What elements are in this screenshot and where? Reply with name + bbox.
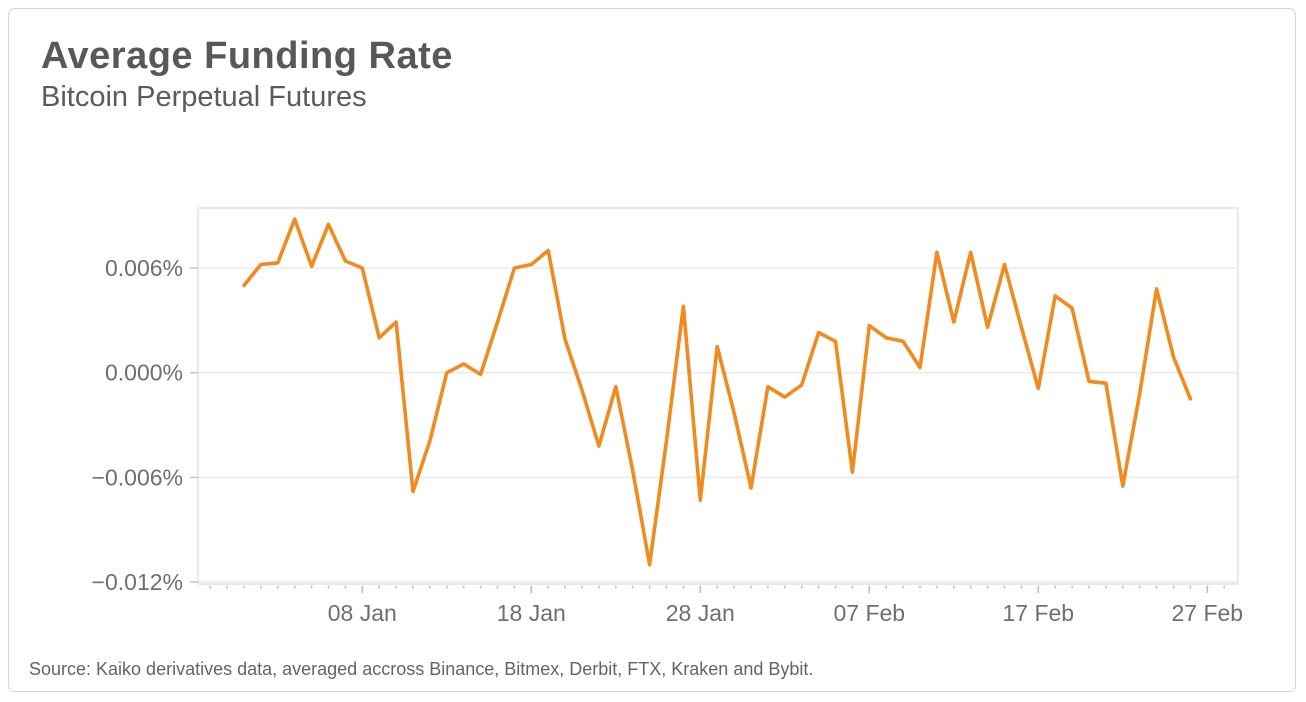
- axis-ticks: [190, 267, 1225, 593]
- x-axis-label: 18 Jan: [497, 600, 566, 626]
- chart-card: Average Funding Rate Bitcoin Perpetual F…: [8, 8, 1296, 692]
- y-axis-label: −0.012%: [92, 569, 183, 595]
- series-lines: [242, 217, 1193, 567]
- x-axis-label: 27 Feb: [1171, 600, 1243, 626]
- x-axis-label: 28 Jan: [666, 600, 735, 626]
- funding-rate-line: [242, 217, 1193, 567]
- source-note: Source: Kaiko derivatives data, averaged…: [29, 659, 814, 679]
- y-axis-label: 0.000%: [105, 360, 183, 386]
- funding-rate-chart: 0.006% 0.000% −0.006% −0.012% 08 Jan 18 Jan 28…: [92, 207, 1244, 626]
- plot-panel: [197, 207, 1239, 585]
- axis-labels: 0.006% 0.000% −0.006% −0.012% 08 Jan 18 Jan 28…: [92, 255, 1244, 626]
- chart-title: Average Funding Rate: [41, 35, 453, 77]
- x-axis-label: 07 Feb: [833, 600, 905, 626]
- chart-header: Average Funding Rate Bitcoin Perpetual F…: [41, 35, 453, 115]
- x-axis-label: 08 Jan: [328, 600, 397, 626]
- x-axis-label: 17 Feb: [1002, 600, 1074, 626]
- chart-subtitle: Bitcoin Perpetual Futures: [41, 80, 367, 113]
- y-axis-label: 0.006%: [105, 255, 183, 281]
- y-axis-label: −0.006%: [92, 464, 183, 490]
- gridlines: [198, 267, 1238, 583]
- plot-border: [197, 207, 1239, 585]
